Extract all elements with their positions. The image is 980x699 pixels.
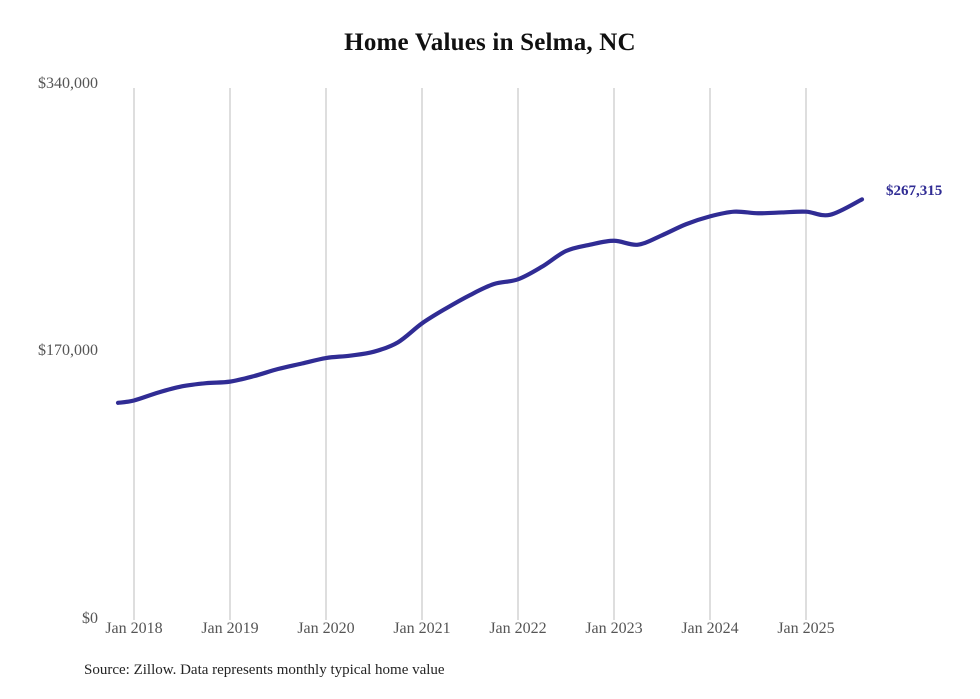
gridlines: [133, 88, 807, 620]
x-axis-tick-jan-2021: Jan 2021: [393, 620, 451, 637]
x-axis-tick-jan-2023: Jan 2023: [585, 620, 643, 637]
x-axis-tick-jan-2024: Jan 2024: [681, 620, 739, 637]
x-axis-tick-jan-2022: Jan 2022: [489, 620, 547, 637]
data-line-typical-home-value: [115, 197, 865, 405]
end-value-annotation: $267,315: [886, 183, 943, 199]
y-axis-tick-top: $340,000: [38, 75, 98, 92]
x-axis-tick-jan-2025: Jan 2025: [777, 620, 835, 637]
x-axis-tick-jan-2018: Jan 2018: [105, 620, 163, 637]
x-axis-tick-jan-2019: Jan 2019: [201, 620, 259, 637]
source-note: Source: Zillow. Data represents monthly …: [84, 662, 445, 678]
page-title: Home Values in Selma, NC: [344, 29, 636, 56]
y-axis-tick-bottom: $0: [82, 610, 98, 627]
x-axis-tick-jan-2020: Jan 2020: [297, 620, 355, 637]
y-axis-tick-mid: $170,000: [38, 342, 98, 359]
